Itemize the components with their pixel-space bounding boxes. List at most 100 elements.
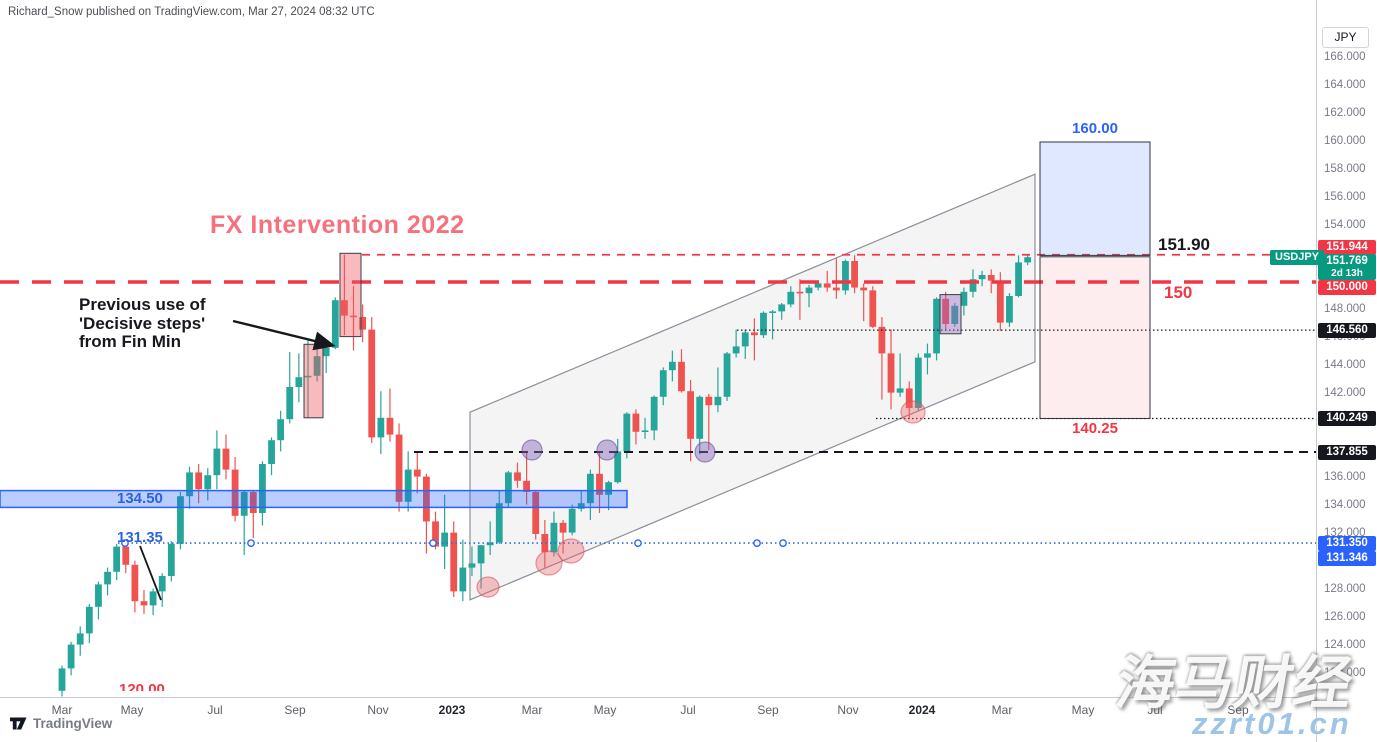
- candle-body: [76, 633, 84, 645]
- candle-body: [304, 375, 312, 378]
- candle-body: [277, 419, 285, 441]
- candle-body: [869, 290, 877, 327]
- candle-body: [750, 332, 758, 336]
- time-label-Nov: Nov: [367, 703, 389, 717]
- chart-pane[interactable]: FX Intervention 2022 Previous use of 'De…: [0, 0, 1316, 697]
- price-label-151.769: 151.769 2d 13h: [1318, 254, 1376, 280]
- candle-body: [377, 417, 385, 438]
- annotation-decisive-line3: from Fin Min: [79, 332, 181, 351]
- candle-body: [259, 464, 266, 513]
- price-chart-canvas[interactable]: [0, 0, 1316, 697]
- candle-body: [796, 291, 804, 294]
- candle-body: [705, 396, 713, 406]
- time-label-2024: 2024: [908, 703, 936, 717]
- intervention-oct-2022[interactable]: [339, 252, 362, 338]
- price-label-151.944: 151.944: [1318, 239, 1376, 255]
- candle-body: [723, 353, 731, 397]
- price-label-140.249: 140.249: [1318, 410, 1376, 426]
- candle-body: [914, 357, 922, 408]
- line-anchor-handle[interactable]: [753, 539, 761, 547]
- annotation-decisive-line1: Previous use of: [79, 295, 206, 314]
- price-tick: 166.000: [1324, 51, 1366, 63]
- line-anchor-handle[interactable]: [121, 539, 129, 547]
- candle-body: [295, 377, 303, 387]
- candle-body: [122, 546, 130, 565]
- purple-highlight-circle[interactable]: [521, 439, 543, 461]
- candle-body: [933, 298, 940, 354]
- pink-highlight-circle[interactable]: [900, 400, 926, 424]
- candle-body: [149, 591, 157, 606]
- candle-body: [586, 473, 594, 504]
- candle-body: [778, 304, 786, 312]
- candle-body: [359, 317, 367, 330]
- price-tick: 154.000: [1324, 219, 1366, 231]
- candle-body: [85, 606, 93, 634]
- candle-body: [204, 475, 212, 490]
- candle-body: [714, 396, 722, 406]
- price-tick: 124.000: [1324, 639, 1366, 651]
- price-tick: 126.000: [1324, 611, 1366, 623]
- candle-body: [732, 346, 740, 354]
- price-tick: 144.000: [1324, 359, 1366, 371]
- purple-highlight-circle[interactable]: [694, 441, 716, 463]
- candle-body: [186, 472, 193, 497]
- tradingview-logo-text[interactable]: TradingView: [33, 716, 113, 731]
- pink-highlight-circle[interactable]: [476, 576, 500, 598]
- annotation-segment[interactable]: [139, 545, 162, 601]
- candle-body: [350, 315, 357, 318]
- pink-highlight-circle[interactable]: [557, 538, 585, 564]
- candle-body: [851, 261, 858, 288]
- line-anchor-handle[interactable]: [247, 539, 255, 547]
- candle-body: [942, 298, 950, 324]
- intervention-sep-2022[interactable]: [303, 343, 324, 419]
- candle-body: [678, 361, 685, 392]
- candle-body: [1024, 257, 1032, 263]
- candle-body: [495, 503, 503, 543]
- candle-body: [240, 492, 248, 516]
- support-band-134-50[interactable]: [0, 489, 628, 509]
- highlight-feb-2024[interactable]: [939, 294, 962, 335]
- currency-button[interactable]: JPY: [1322, 27, 1369, 48]
- label-level-140-25: 140.25: [1072, 420, 1118, 437]
- target-box-up[interactable]: [1039, 141, 1151, 256]
- line-anchor-handle[interactable]: [429, 539, 437, 547]
- candle-body: [978, 275, 986, 280]
- time-label-May: May: [1071, 703, 1095, 717]
- price-tick: 160.000: [1324, 135, 1366, 147]
- line-anchor-handle[interactable]: [779, 539, 787, 547]
- candle-body: [650, 396, 658, 431]
- candle-body: [404, 469, 412, 502]
- candle-body: [659, 370, 667, 397]
- candle-body: [960, 291, 968, 306]
- candle-body: [131, 564, 139, 602]
- time-label-Sep: Sep: [1227, 703, 1249, 717]
- annotation-decisive-line2: 'Decisive steps': [79, 313, 206, 333]
- candle-body: [177, 496, 184, 544]
- candle-body: [432, 521, 439, 547]
- line-anchor-handle[interactable]: [634, 539, 642, 547]
- candle-body: [58, 668, 66, 691]
- purple-highlight-circle[interactable]: [596, 439, 618, 461]
- price-label-131.346: 131.346: [1318, 550, 1376, 566]
- candle-body: [878, 326, 886, 354]
- candle-body: [104, 571, 111, 585]
- candle-body: [486, 542, 494, 546]
- candle-body: [769, 311, 776, 313]
- price-tick: 122.000: [1324, 667, 1366, 679]
- price-tick: 148.000: [1324, 303, 1366, 315]
- candle-body: [632, 413, 640, 432]
- target-box-down[interactable]: [1039, 256, 1151, 419]
- price-axis[interactable]: JPY 166.000 164.000 162.000 160.000 158.000 1…: [1316, 0, 1377, 742]
- time-axis[interactable]: Mar May Jul Sep Nov 2023 Mar May Jul Sep Nov 2024 Ma…: [0, 697, 1316, 742]
- candle-body: [905, 388, 913, 408]
- pink-highlight-circle[interactable]: [535, 550, 563, 576]
- annotation-arrow[interactable]: [232, 319, 336, 351]
- candle-body: [195, 472, 203, 490]
- candle-body: [568, 508, 576, 533]
- candle-body: [924, 353, 931, 358]
- time-label-2023: 2023: [438, 703, 466, 717]
- tradingview-logo-icon[interactable]: [10, 716, 27, 731]
- candle-body: [222, 448, 230, 470]
- time-label-Jul: Jul: [680, 703, 696, 717]
- candle-body: [823, 283, 831, 288]
